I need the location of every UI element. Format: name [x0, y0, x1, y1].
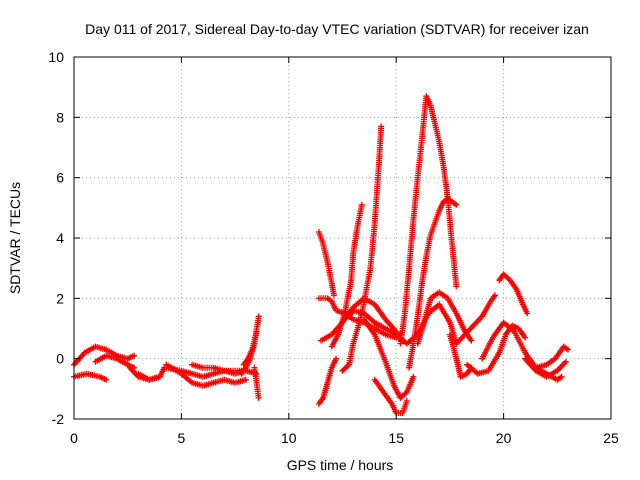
series-markers [414, 289, 475, 347]
series-arc-23 [414, 289, 475, 347]
series-markers [163, 361, 249, 389]
grid-lines [74, 57, 611, 419]
x-tick-label: 15 [388, 430, 404, 446]
series-arc-10 [240, 328, 260, 368]
series-arc-2 [71, 370, 110, 383]
series-markers [339, 123, 385, 374]
series-markers [496, 271, 531, 317]
series-markers [406, 195, 460, 371]
series-markers [328, 201, 365, 350]
chart-title: Day 011 of 2017, Sidereal Day-to-day VTE… [85, 21, 589, 37]
series-markers [251, 364, 262, 401]
axis-tick-labels: 0 5 10 15 20 25 -2 0 2 4 6 8 10 [48, 49, 619, 446]
data-series-group [71, 93, 571, 416]
x-tick-label: 20 [496, 430, 512, 446]
series-markers [453, 292, 498, 347]
series-arc-21 [397, 93, 460, 347]
y-tick-label: 8 [56, 109, 64, 125]
series-arc-22 [406, 195, 460, 371]
series-markers [315, 229, 337, 299]
series-markers [532, 343, 571, 371]
y-tick-label: -2 [52, 411, 65, 427]
series-arc-25 [453, 292, 498, 347]
x-tick-label: 0 [70, 430, 78, 446]
y-tick-label: 6 [56, 170, 64, 186]
series-markers [238, 313, 262, 377]
x-tick-label: 25 [603, 430, 619, 446]
series-arc-19 [361, 316, 417, 401]
series-markers [315, 355, 340, 407]
series-markers [464, 322, 529, 377]
x-axis-label: GPS time / hours [287, 457, 394, 473]
series-markers [71, 370, 110, 383]
series-arc-17 [339, 123, 385, 374]
series-markers [397, 93, 460, 347]
series-arc-9 [238, 313, 262, 377]
series-markers [135, 370, 163, 383]
series-arc-30 [532, 343, 571, 371]
series-arc-11 [251, 364, 262, 401]
y-tick-label: 2 [56, 290, 64, 306]
series-markers [446, 331, 475, 380]
x-tick-label: 5 [178, 430, 186, 446]
series-arc-14 [315, 229, 337, 299]
series-markers [361, 316, 417, 401]
y-tick-label: 0 [56, 351, 64, 367]
y-axis-label: SDTVAR / TECUs [7, 182, 23, 294]
x-tick-label: 10 [281, 430, 297, 446]
y-tick-label: 10 [48, 49, 64, 65]
series-arc-24 [446, 331, 475, 380]
series-arc-16 [328, 201, 365, 350]
series-markers [240, 328, 260, 368]
series-arc-7 [163, 361, 249, 389]
axis-ticks [73, 56, 612, 420]
series-arc-26 [464, 322, 529, 377]
y-tick-label: 4 [56, 230, 64, 246]
series-arc-28 [496, 271, 531, 317]
series-arc-12 [315, 355, 340, 407]
series-arc-5 [135, 370, 163, 383]
